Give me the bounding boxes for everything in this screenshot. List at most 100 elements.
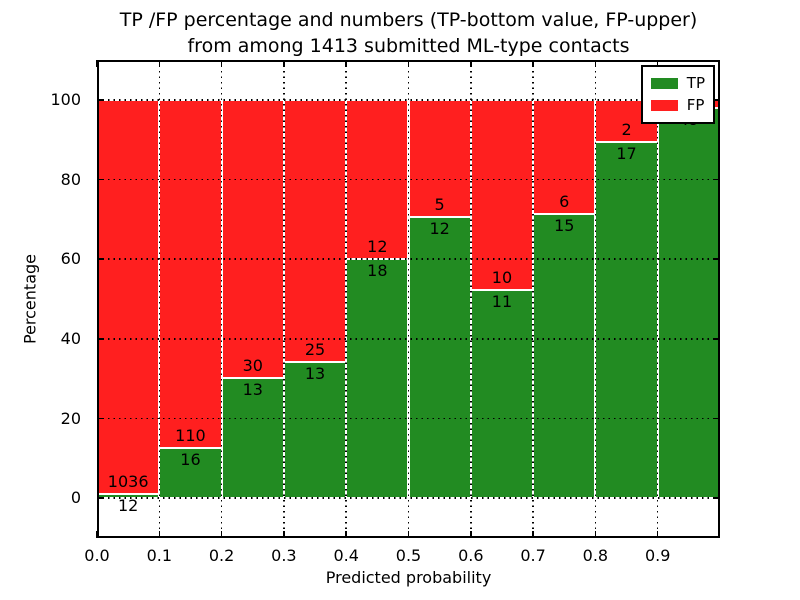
x-tick-label: 0.0 [84, 546, 110, 565]
x-tick-bottom [470, 531, 472, 538]
x-tick-label: 0.9 [644, 546, 671, 565]
y-tick-left [97, 417, 104, 420]
v-gridline [470, 60, 472, 538]
x-tick-label: 0.8 [582, 546, 609, 565]
fp-count-label: 2 [621, 119, 632, 139]
legend-label-tp: TP [686, 74, 705, 92]
y-tick-label: 80 [60, 169, 81, 189]
x-tick-bottom [532, 531, 534, 538]
tp-count-label: 13 [242, 379, 263, 399]
v-gridline [407, 60, 410, 538]
fp-count-label: 110 [175, 425, 206, 445]
chart-title-line1: TP /FP percentage and numbers (TP-bottom… [119, 9, 698, 31]
legend-swatch-tp [650, 78, 678, 89]
x-tick-label: 0.3 [271, 546, 297, 565]
fp-count-label: 1036 [107, 471, 149, 491]
x-tick-bottom [283, 531, 285, 538]
grid-layer [97, 60, 720, 538]
bar-tp-segment [533, 213, 596, 499]
x-tick-top [283, 60, 285, 67]
fp-count-label: 10 [491, 267, 513, 287]
y-tick-left [97, 258, 104, 260]
y-tick-right [713, 99, 720, 101]
x-tick-bottom [96, 531, 98, 538]
x-tick-top [158, 60, 161, 67]
x-tick-top [220, 60, 223, 67]
v-gridline [532, 60, 534, 538]
fp-count-label: 6 [559, 191, 570, 211]
x-tick-label: 0.2 [208, 546, 235, 565]
v-gridline [345, 60, 347, 538]
y-tick-right [713, 258, 720, 260]
tp-count-label: 12 [117, 495, 139, 515]
x-tick-label: 0.7 [520, 546, 546, 565]
v-gridline [594, 60, 597, 538]
fp-count-label: 25 [304, 339, 326, 359]
y-axis-label: Percentage [20, 253, 40, 345]
x-tick-label: 0.5 [395, 546, 422, 565]
bar-tp-segment [657, 107, 720, 499]
x-tick-bottom [656, 531, 659, 538]
x-tick-top [594, 60, 597, 67]
legend-swatch-fp [650, 100, 678, 111]
x-tick-top [96, 60, 98, 67]
chart-title-line2: from among 1413 submitted ML-type contac… [187, 35, 630, 57]
y-tick-label: 40 [60, 328, 81, 348]
x-tick-label: 0.1 [146, 546, 173, 565]
y-tick-label: 0 [70, 488, 81, 508]
x-tick-top [407, 60, 410, 67]
y-tick-left [97, 178, 104, 181]
x-tick-bottom [407, 531, 410, 538]
bar-fp-segment [408, 99, 471, 217]
y-tick-label: 100 [50, 89, 81, 109]
fp-count-label: 5 [434, 194, 445, 214]
x-tick-bottom [220, 531, 223, 538]
x-tick-top [470, 60, 472, 67]
legend-label-fp: FP [686, 96, 705, 114]
plot-area: 103612110163013251312185121011615217149 … [96, 60, 720, 538]
tp-count-label: 18 [367, 261, 388, 281]
x-tick-label: 0.6 [458, 546, 484, 565]
legend-row: FP [650, 96, 705, 115]
y-tick-right [713, 338, 720, 340]
v-gridline [283, 60, 285, 538]
fp-count-label: 12 [367, 237, 388, 257]
axes-frame [97, 60, 720, 538]
legend-row: TP [650, 74, 705, 93]
x-axis-label: Predicted probability [325, 568, 492, 587]
v-gridline [656, 60, 659, 538]
y-tick-label: 60 [60, 249, 81, 269]
x-tick-bottom [158, 531, 161, 538]
y-tick-labels: 0 20 40 60 80 100 [0, 60, 90, 538]
y-tick-right [713, 178, 720, 181]
x-tick-labels: 0.0 0.1 0.2 0.3 0.4 0.5 0.6 0.7 0.8 0.9 [84, 546, 720, 566]
chart-title: TP /FP percentage and numbers (TP-bottom… [97, 7, 720, 59]
bar-tp-segment [283, 361, 347, 499]
tp-count-label: 11 [491, 291, 513, 311]
tp-count-label: 17 [616, 143, 637, 163]
y-tick-left [97, 338, 104, 340]
v-gridline [158, 60, 161, 538]
tp-count-label: 16 [180, 449, 201, 469]
bar-fp-segment [470, 99, 534, 290]
tp-count-label: 12 [429, 218, 450, 238]
bar-fp-segment [283, 99, 347, 362]
y-tick-label: 20 [60, 408, 81, 428]
tick-marks-layer [96, 60, 720, 538]
x-tick-top [345, 60, 347, 67]
bar-fp-segment [533, 99, 596, 214]
x-tick-bottom [345, 531, 347, 538]
y-tick-right [713, 497, 720, 499]
fp-count-label: 30 [242, 355, 263, 375]
legend: TP FP [640, 65, 715, 124]
x-tick-label: 0.4 [333, 546, 359, 565]
y-tick-left [97, 497, 104, 499]
y-tick-right [713, 417, 720, 420]
y-tick-left [97, 99, 104, 101]
x-tick-top [532, 60, 534, 67]
x-tick-top [656, 60, 659, 67]
bar-tp-segment [346, 259, 409, 499]
tp-count-label: 13 [304, 363, 326, 383]
tp-count-label: 15 [554, 215, 575, 235]
